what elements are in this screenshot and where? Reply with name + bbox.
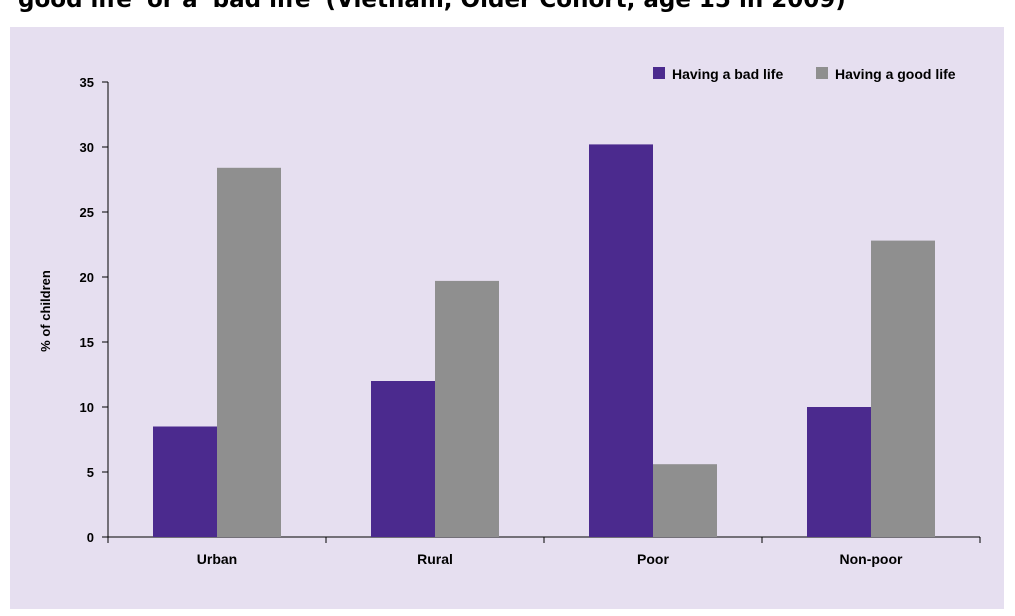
legend-swatch-0 bbox=[653, 67, 665, 79]
legend: Having a bad life Having a good life bbox=[653, 66, 956, 82]
legend-label-1: Having a good life bbox=[835, 66, 956, 82]
x-tick-label: Poor bbox=[637, 551, 669, 567]
y-tick-label: 0 bbox=[87, 530, 94, 545]
y-axis-label: % of children bbox=[38, 270, 53, 352]
y-tick-label: 25 bbox=[80, 205, 94, 220]
x-axis: Urban Rural Poor Non-poor bbox=[107, 536, 981, 567]
x-tick-label: Urban bbox=[197, 551, 237, 567]
x-tick-label: Rural bbox=[417, 551, 453, 567]
x-tick-label: Non-poor bbox=[840, 551, 904, 567]
y-tick-label: 35 bbox=[80, 75, 94, 90]
bar-bad-life-urban bbox=[153, 426, 217, 537]
legend-label-0: Having a bad life bbox=[672, 66, 783, 82]
bar-good-life-urban bbox=[217, 167, 281, 538]
legend-swatch-1 bbox=[816, 67, 828, 79]
y-tick-label: 5 bbox=[87, 465, 94, 480]
bar-bad-life-poor bbox=[589, 144, 653, 537]
bar-good-life-rural bbox=[435, 280, 499, 537]
chart-title: good life' or a 'bad life' (Vietnam, Old… bbox=[18, 0, 846, 13]
y-axis: 0 5 10 15 20 25 30 35 bbox=[80, 75, 109, 545]
bar-good-life-non-poor bbox=[871, 240, 935, 537]
y-tick-label: 10 bbox=[80, 400, 94, 415]
bar-good-life-poor bbox=[653, 464, 717, 537]
bars bbox=[153, 144, 935, 538]
y-tick-label: 30 bbox=[80, 140, 94, 155]
y-tick-label: 20 bbox=[80, 270, 94, 285]
y-tick-label: 15 bbox=[80, 335, 94, 350]
bar-bad-life-rural bbox=[371, 381, 435, 537]
bar-bad-life-non-poor bbox=[807, 407, 871, 537]
